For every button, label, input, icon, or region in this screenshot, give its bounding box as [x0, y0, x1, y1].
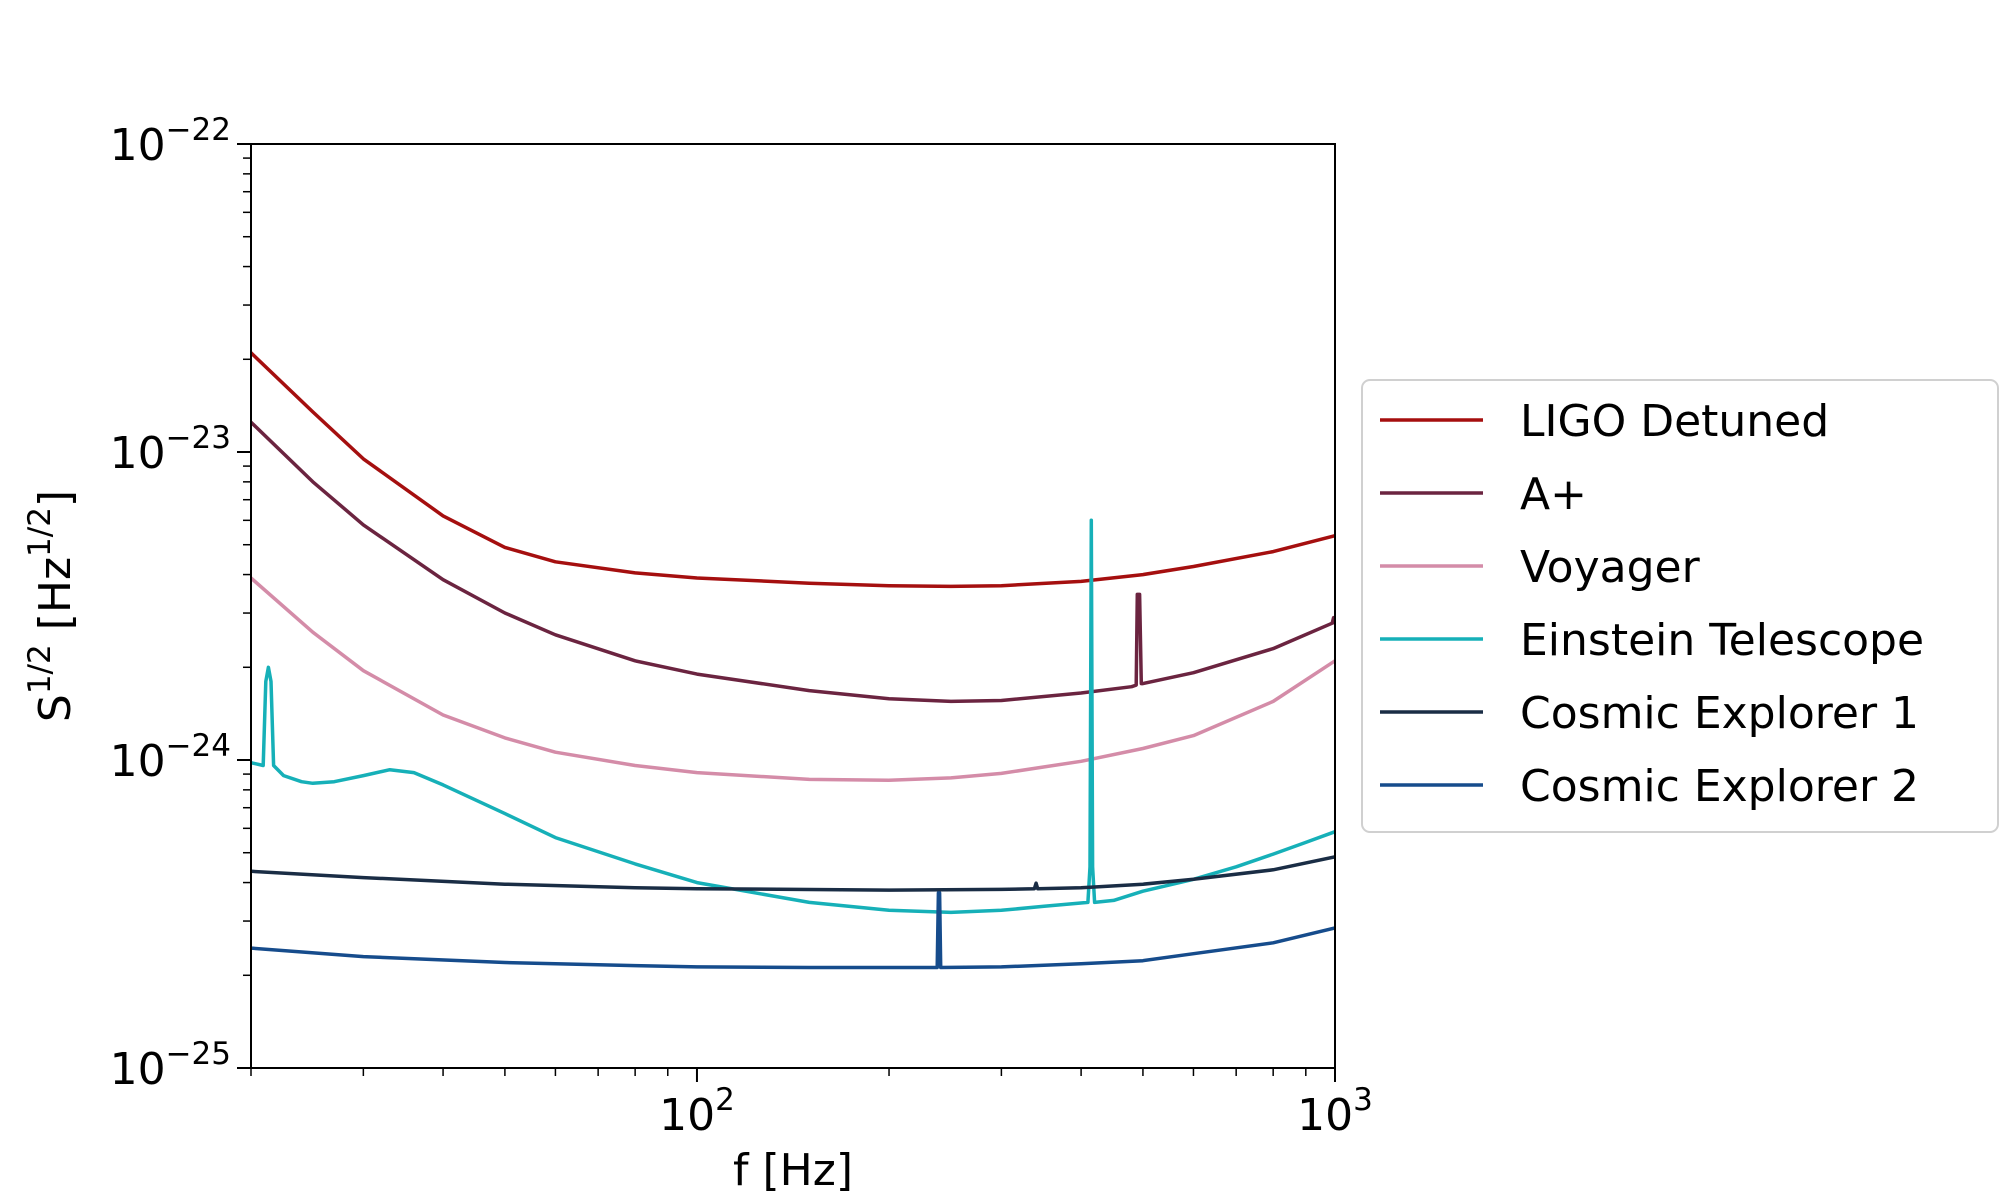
legend-box — [1361, 379, 1999, 833]
y-axis-label: S1/2 [Hz1/2] — [22, 490, 81, 722]
y-axis-label-sup: 1/2 — [22, 644, 58, 694]
y-axis-label-unit-close: ] — [30, 490, 81, 507]
y-tick-label: 10−24 — [110, 728, 231, 787]
ticks-layer: 102 103 10−22 10−23 10−24 10−25 — [110, 112, 1373, 1141]
legend-entry-label: Voyager — [1520, 542, 1701, 593]
legend-entry-label: A+ — [1520, 469, 1587, 520]
series-layer — [251, 351, 1335, 970]
y-tick-label: 10−23 — [110, 420, 231, 479]
x-tick-label: 103 — [1297, 1082, 1373, 1141]
series-line-2 — [251, 576, 1335, 782]
legend-entry-label: Cosmic Explorer 1 — [1520, 688, 1919, 739]
y-axis-label-unit-sup: 1/2 — [22, 507, 58, 557]
series-line-1 — [251, 420, 1335, 704]
y-tick-label: 10−22 — [110, 112, 231, 171]
y-tick-label: 10−25 — [110, 1036, 231, 1095]
y-axis-label-unit: [Hz — [30, 557, 81, 644]
legend-entry-label: Einstein Telescope — [1520, 615, 1924, 666]
legend: LIGO Detuned A+ Voyager Einstein Telescope C… — [1361, 379, 1999, 833]
plot-frame — [250, 143, 1336, 1069]
series-line-3 — [251, 518, 1335, 915]
legend-entry-label: Cosmic Explorer 2 — [1520, 761, 1919, 812]
labels-layer: f [Hz] S1/2 [Hz1/2] — [22, 490, 853, 1196]
y-axis-label-base: S — [30, 694, 81, 722]
series-line-5 — [251, 891, 1335, 970]
x-axis-label: f [Hz] — [733, 1145, 853, 1196]
series-line-4 — [251, 855, 1335, 892]
legend-entry-label: LIGO Detuned — [1520, 396, 1829, 447]
x-tick-label: 102 — [659, 1082, 735, 1141]
series-line-0 — [251, 351, 1335, 589]
